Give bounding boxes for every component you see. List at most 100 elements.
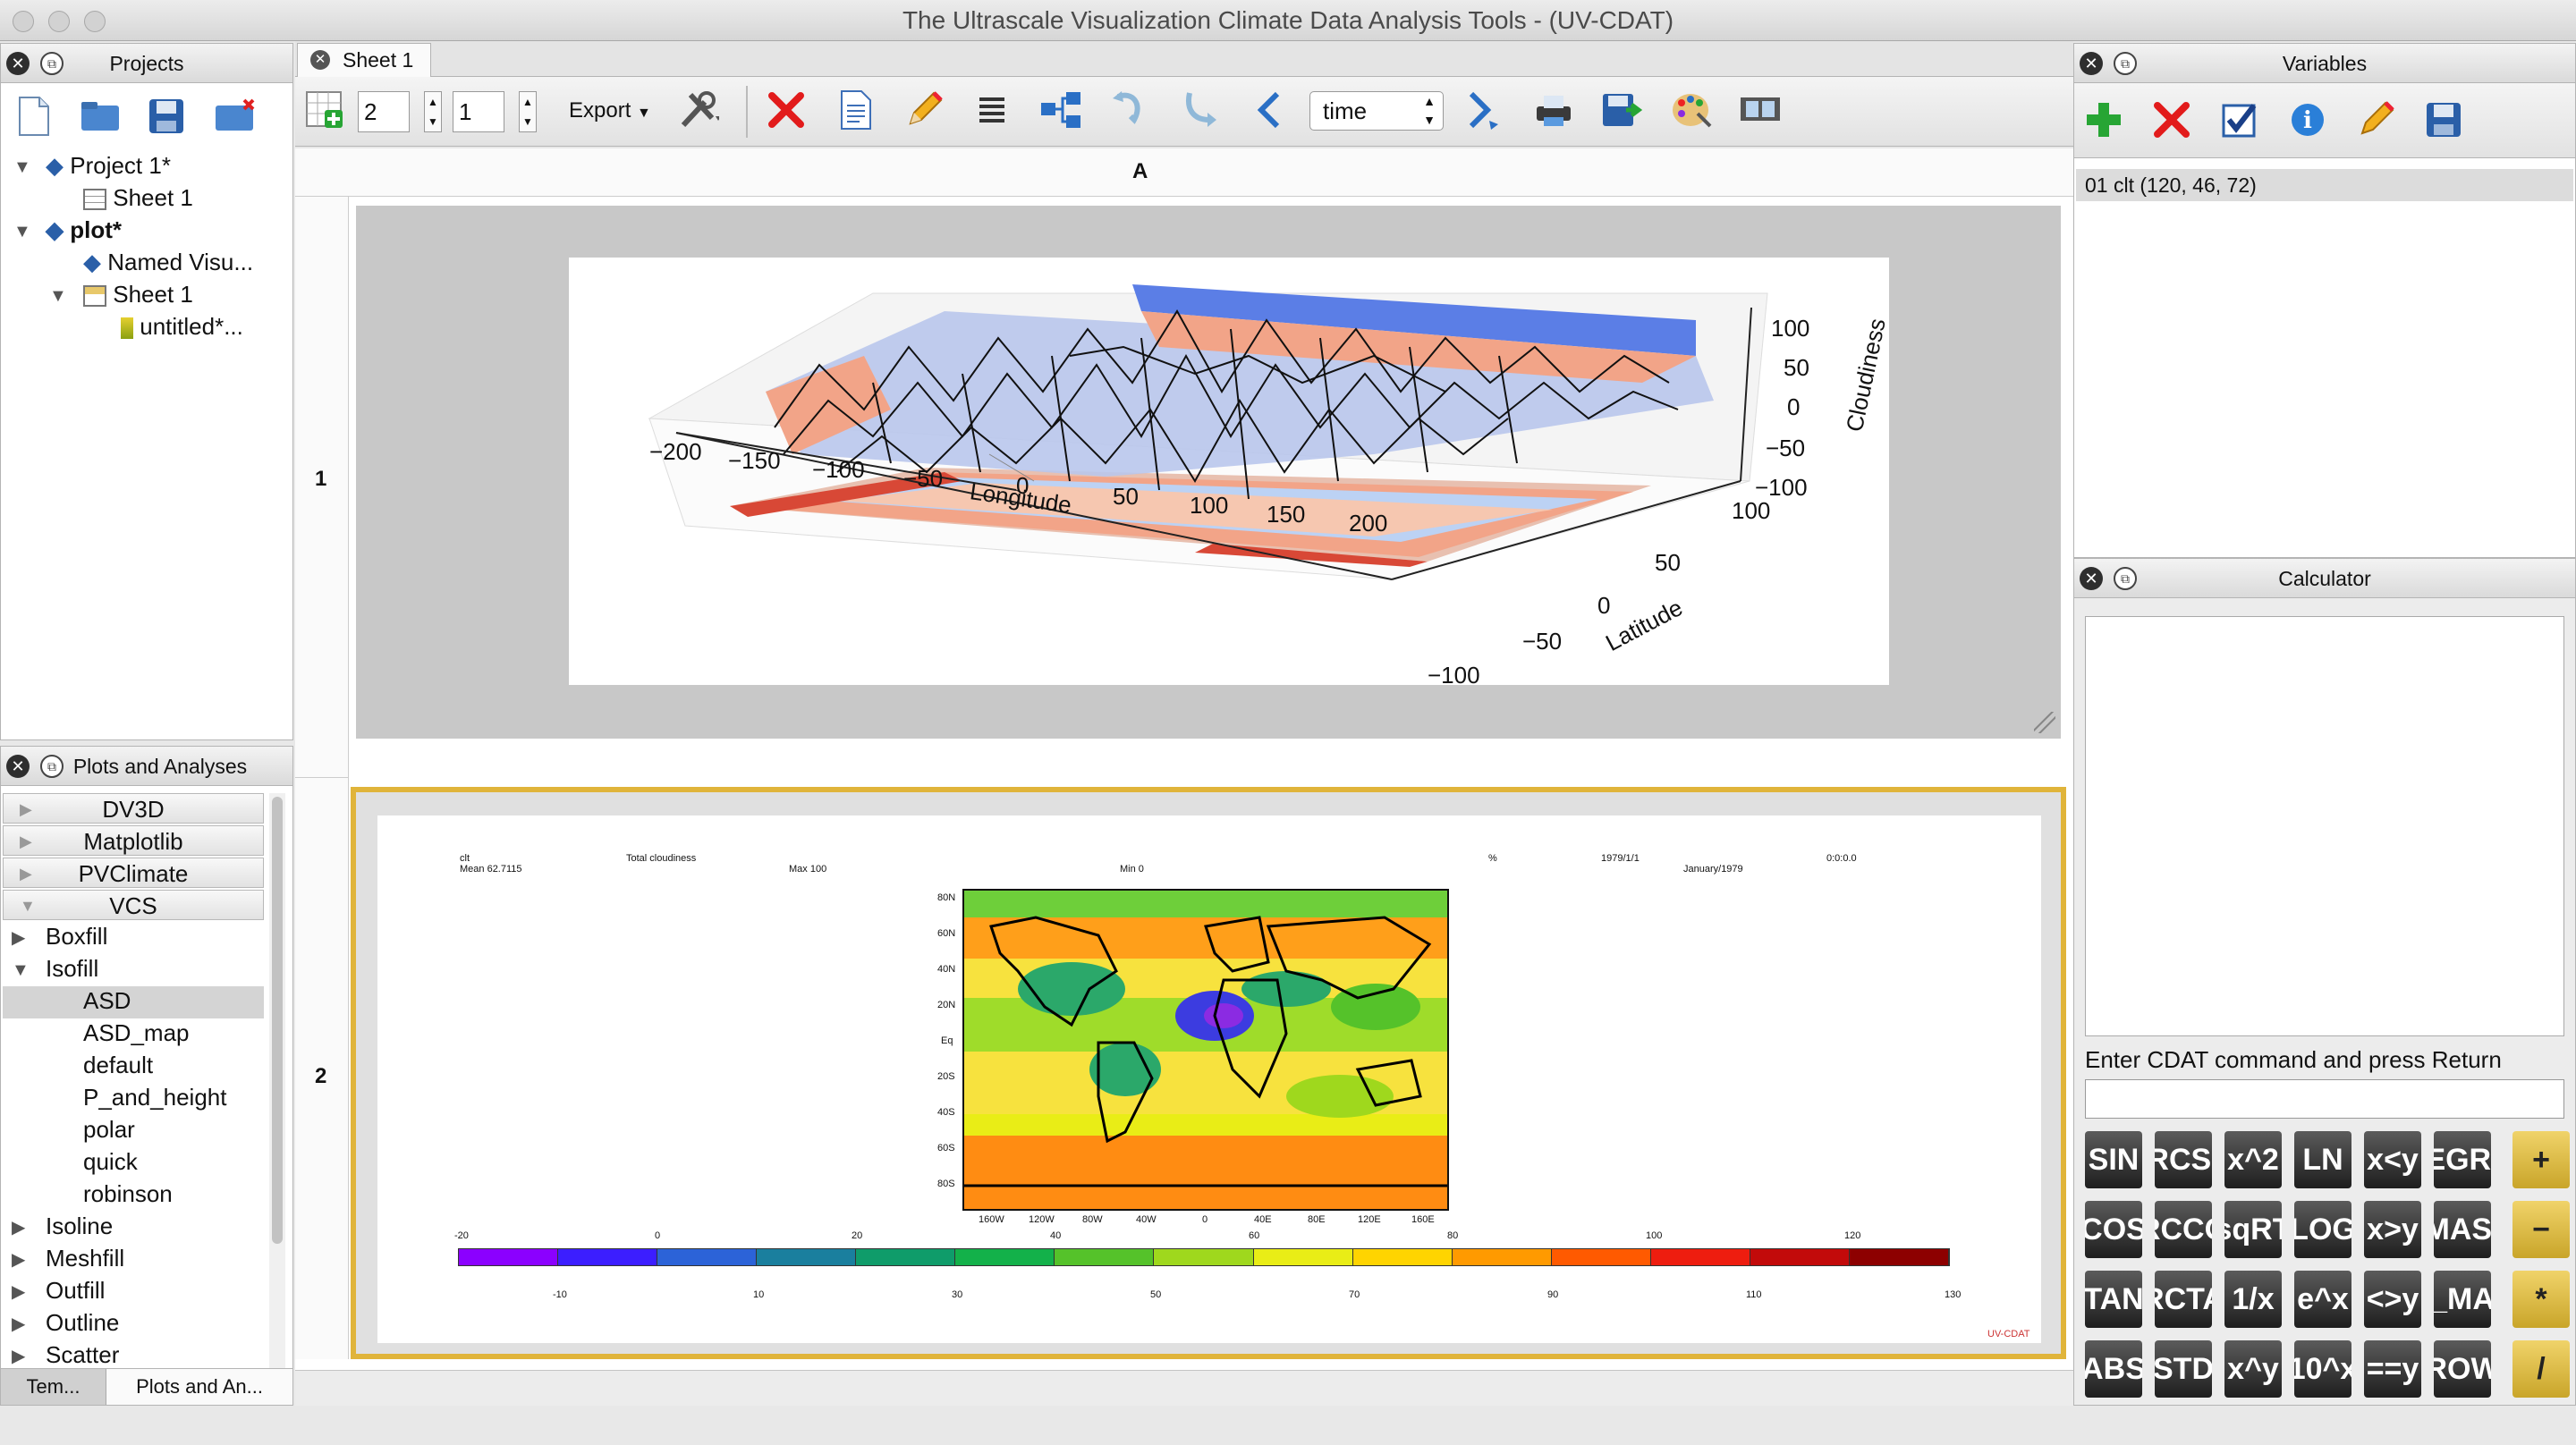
undo-icon[interactable] bbox=[1109, 89, 1150, 131]
expand-meshfill-toggle[interactable]: ▶ bbox=[12, 1250, 26, 1270]
calc-key-ln[interactable]: LN bbox=[2294, 1131, 2351, 1188]
category-dv3d[interactable]: ▶ DV3D bbox=[3, 793, 264, 824]
plot-type-isofill[interactable]: Isofill bbox=[46, 955, 99, 982]
category-vcs[interactable]: ▼ VCS bbox=[3, 890, 264, 920]
float-pane-icon[interactable]: ⧉ bbox=[40, 755, 64, 778]
float-pane-icon[interactable]: ⧉ bbox=[2114, 52, 2137, 75]
plots-scrollbar[interactable] bbox=[269, 793, 285, 1403]
expand-outline-toggle[interactable]: ▶ bbox=[12, 1314, 26, 1334]
calc-key--[interactable]: − bbox=[2512, 1201, 2570, 1258]
named-visualization-item[interactable]: ◆ Named Visu... bbox=[83, 249, 254, 275]
cols-stepper[interactable]: ▲ ▼ bbox=[519, 91, 537, 132]
row-header-1[interactable]: 1 bbox=[315, 467, 327, 491]
cols-input[interactable]: 1 bbox=[453, 91, 504, 132]
calc-key-e-x[interactable]: e^x bbox=[2294, 1271, 2351, 1328]
category-pvclimate[interactable]: ▶ PVClimate bbox=[3, 858, 264, 888]
calc-key-x-y[interactable]: x>y bbox=[2364, 1201, 2421, 1258]
calc-key-tan[interactable]: TAN bbox=[2085, 1271, 2142, 1328]
float-pane-icon[interactable]: ⧉ bbox=[40, 52, 64, 75]
animation-film-icon[interactable] bbox=[1739, 89, 1780, 131]
tools-icon[interactable] bbox=[678, 89, 719, 131]
expand-project-1-toggle[interactable]: ▼ bbox=[13, 157, 31, 177]
plot-sheet-item[interactable]: Sheet 1 bbox=[83, 278, 193, 310]
tab-templates[interactable]: Tem... bbox=[1, 1369, 106, 1405]
expand-sheet-toggle[interactable]: ▼ bbox=[49, 286, 67, 306]
calc-key--y[interactable]: ==y bbox=[2364, 1340, 2421, 1398]
untitled-cell-item[interactable]: untitled*... bbox=[121, 310, 243, 342]
calc-key--[interactable]: + bbox=[2512, 1131, 2570, 1188]
template-asd[interactable]: ASD bbox=[83, 987, 131, 1014]
tab-sheet-1[interactable]: ✕ Sheet 1 bbox=[297, 43, 431, 77]
close-window-button[interactable] bbox=[13, 11, 34, 32]
project-1-item[interactable]: ◆ Project 1* bbox=[46, 152, 171, 179]
template-robinson[interactable]: robinson bbox=[83, 1180, 173, 1207]
calc-key-egri[interactable]: EGRI bbox=[2434, 1131, 2491, 1188]
cell-1-plot-3d[interactable]: −200 −150 −100 −50 0 50 100 150 200 Long… bbox=[356, 206, 2061, 739]
save-project-icon[interactable] bbox=[146, 96, 187, 137]
redo-icon[interactable] bbox=[1179, 89, 1220, 131]
save-variable-icon[interactable] bbox=[2423, 99, 2464, 140]
rows-input[interactable]: 2 bbox=[358, 91, 410, 132]
add-sheet-icon[interactable] bbox=[304, 89, 345, 131]
minimize-window-button[interactable] bbox=[48, 11, 70, 32]
scrollbar-thumb[interactable] bbox=[272, 797, 283, 1244]
next-time-icon[interactable] bbox=[1463, 89, 1504, 131]
document-icon[interactable] bbox=[835, 89, 877, 131]
calc-key-rcco[interactable]: RCCO bbox=[2155, 1201, 2212, 1258]
resize-grip-icon[interactable] bbox=[2034, 712, 2055, 733]
calc-key-x-y[interactable]: x^y bbox=[2224, 1340, 2282, 1398]
row-header-2[interactable]: 2 bbox=[315, 1064, 327, 1088]
calc-key-x-y[interactable]: x<y bbox=[2364, 1131, 2421, 1188]
plot-type-outline[interactable]: Outline bbox=[46, 1309, 120, 1336]
calc-key--[interactable]: / bbox=[2512, 1340, 2570, 1398]
category-matplotlib[interactable]: ▶ Matplotlib bbox=[3, 825, 264, 856]
close-pane-icon[interactable]: ✕ bbox=[2080, 52, 2103, 75]
close-tab-icon[interactable]: ✕ bbox=[310, 50, 330, 70]
list-icon[interactable] bbox=[971, 89, 1013, 131]
open-project-icon[interactable] bbox=[80, 96, 121, 137]
expand-scatter-toggle[interactable]: ▶ bbox=[12, 1347, 26, 1366]
expand-plot-toggle[interactable]: ▼ bbox=[13, 222, 31, 241]
plot-type-isoline[interactable]: Isoline bbox=[46, 1213, 114, 1239]
calculator-output[interactable] bbox=[2085, 616, 2564, 1036]
expand-isofill-toggle[interactable]: ▼ bbox=[12, 960, 30, 980]
calc-key-std[interactable]: STD bbox=[2155, 1340, 2212, 1398]
calc-key-sin[interactable]: SIN bbox=[2085, 1131, 2142, 1188]
calc-key-10-x[interactable]: 10^x bbox=[2294, 1340, 2351, 1398]
previous-time-icon[interactable] bbox=[1249, 89, 1290, 131]
template-quick[interactable]: quick bbox=[83, 1148, 138, 1175]
column-header-a[interactable]: A bbox=[1132, 159, 1148, 183]
calc-key-sqrt[interactable]: sqRT bbox=[2224, 1201, 2282, 1258]
plot-type-meshfill[interactable]: Meshfill bbox=[46, 1245, 125, 1272]
project-1-sheet-item[interactable]: Sheet 1 bbox=[83, 182, 193, 214]
float-pane-icon[interactable]: ⧉ bbox=[2114, 567, 2137, 590]
variable-list-item[interactable]: 01 clt (120, 46, 72) bbox=[2076, 169, 2573, 201]
calc-key-rcta[interactable]: RCTA bbox=[2155, 1271, 2212, 1328]
tab-plots-and-analyses[interactable]: Plots and An... bbox=[106, 1369, 292, 1405]
expand-outfill-toggle[interactable]: ▶ bbox=[12, 1282, 26, 1302]
template-asd-map[interactable]: ASD_map bbox=[83, 1019, 190, 1046]
delete-icon[interactable] bbox=[766, 89, 807, 131]
delete-variable-icon[interactable] bbox=[2151, 99, 2192, 140]
export-dropdown[interactable]: Export ▼ bbox=[569, 98, 651, 123]
template-polar[interactable]: polar bbox=[83, 1116, 135, 1143]
close-project-icon[interactable] bbox=[214, 96, 255, 137]
new-project-icon[interactable] bbox=[13, 96, 55, 137]
layout-icon[interactable] bbox=[1039, 89, 1080, 131]
calc-key-1-x[interactable]: 1/x bbox=[2224, 1271, 2282, 1328]
add-variable-icon[interactable] bbox=[2083, 99, 2124, 140]
cell-2-vcs-plot[interactable]: clt Mean 62.7115 Total cloudiness Max 10… bbox=[351, 787, 2066, 1359]
rows-stepper[interactable]: ▲ ▼ bbox=[424, 91, 442, 132]
calc-key-abs[interactable]: ABS bbox=[2085, 1340, 2142, 1398]
plot-type-scatter[interactable]: Scatter bbox=[46, 1341, 120, 1368]
calc-key--y[interactable]: <>y bbox=[2364, 1271, 2421, 1328]
calc-key-rcsi[interactable]: RCSI bbox=[2155, 1131, 2212, 1188]
edit-variable-icon[interactable] bbox=[2355, 99, 2396, 140]
save-sheet-icon[interactable] bbox=[1601, 89, 1642, 131]
calc-key-log[interactable]: LOG bbox=[2294, 1201, 2351, 1258]
print-icon[interactable] bbox=[1533, 89, 1574, 131]
colormap-palette-icon[interactable] bbox=[1671, 89, 1712, 131]
expand-isoline-toggle[interactable]: ▶ bbox=[12, 1218, 26, 1238]
time-select[interactable]: time ▲ ▼ bbox=[1309, 91, 1444, 131]
info-icon[interactable]: i bbox=[2287, 99, 2328, 140]
